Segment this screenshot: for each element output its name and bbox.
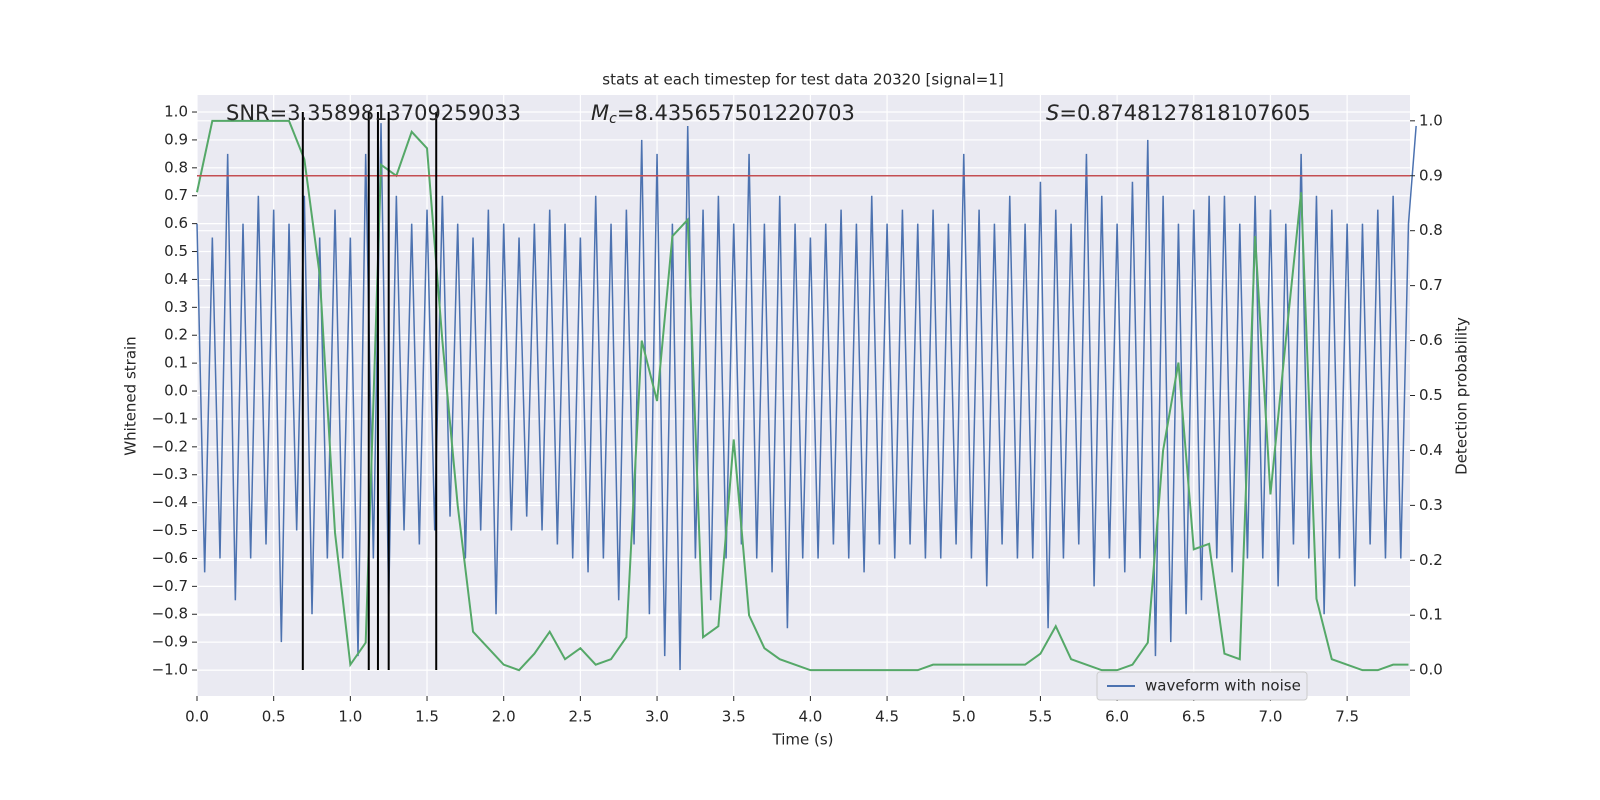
x-tick-label: 3.5 <box>722 708 746 726</box>
x-tick-label: 4.5 <box>875 708 899 726</box>
chart-title: stats at each timestep for test data 203… <box>602 71 1003 89</box>
y-tick-label: −0.1 <box>152 409 188 427</box>
x-tick-label: 5.0 <box>952 708 976 726</box>
x-tick-label: 2.0 <box>492 708 516 726</box>
y2-tick-label: 0.3 <box>1419 496 1443 514</box>
x-tick-label: 3.0 <box>645 708 669 726</box>
x-tick-label: 0.0 <box>185 708 209 726</box>
annotation-text: =8.435657501220703 <box>617 101 855 125</box>
y2-tick-label: 0.0 <box>1419 661 1443 679</box>
y2-tick-label: 0.2 <box>1419 551 1443 569</box>
y-tick-label: −0.8 <box>152 605 188 623</box>
series-line <box>196 123 1417 671</box>
y-tick-label: 0.9 <box>164 130 188 148</box>
y2-axis-label: Detection probability <box>1453 317 1471 475</box>
y-tick-label: −0.9 <box>152 633 188 651</box>
x-tick-label: 1.0 <box>338 708 362 726</box>
legend-box <box>1096 671 1308 701</box>
annotation-symbol: M <box>591 101 609 125</box>
x-tick-label: 5.5 <box>1028 708 1052 726</box>
y-tick-label: 0.1 <box>164 354 188 372</box>
y2-tick-label: 0.7 <box>1419 276 1443 294</box>
y2-tick-label: 1.0 <box>1419 111 1443 129</box>
y-tick-label: 0.6 <box>164 214 188 232</box>
y-tick-label: 0.3 <box>164 298 188 316</box>
y-tick-label: −0.5 <box>152 521 188 539</box>
x-tick-label: 1.5 <box>415 708 439 726</box>
annotation-text: =0.8748127818107605 <box>1059 101 1310 125</box>
annotation: SNR=3.3589813709259033 <box>226 101 521 125</box>
x-tick-label: 7.0 <box>1259 708 1283 726</box>
y-tick-label: 1.0 <box>164 103 188 121</box>
y-tick-label: 0.8 <box>164 158 188 176</box>
y2-tick-label: 0.4 <box>1419 441 1443 459</box>
x-tick-label: 4.0 <box>798 708 822 726</box>
y-tick-label: −1.0 <box>152 661 188 679</box>
legend-label: waveform with noise <box>1145 677 1301 695</box>
y-tick-label: −0.6 <box>152 549 188 567</box>
y-axis-label: Whitened strain <box>122 336 140 455</box>
y-tick-label: −0.2 <box>152 437 188 455</box>
y2-tick-label: 0.1 <box>1419 606 1443 624</box>
y2-tick-label: 0.9 <box>1419 166 1443 184</box>
y-tick-label: 0.4 <box>164 270 188 288</box>
annotation: S=0.8748127818107605 <box>1046 101 1311 125</box>
y2-tick-label: 0.6 <box>1419 331 1443 349</box>
annotation-subscript: c <box>609 111 617 127</box>
y-tick-label: −0.4 <box>152 493 188 511</box>
x-axis-label: Time (s) <box>772 731 834 749</box>
y-tick-label: 0.2 <box>164 326 188 344</box>
y-tick-label: 0.5 <box>164 242 188 260</box>
x-tick-label: 6.0 <box>1105 708 1129 726</box>
y-tick-label: 0.7 <box>164 186 188 204</box>
y2-tick-label: 0.8 <box>1419 221 1443 239</box>
annotation-symbol: S <box>1046 101 1059 125</box>
series-line <box>196 119 1409 672</box>
y-tick-label: 0.0 <box>164 382 188 400</box>
x-tick-label: 2.5 <box>568 708 592 726</box>
y2-tick-label: 0.5 <box>1419 386 1443 404</box>
y-tick-label: −0.3 <box>152 465 188 483</box>
annotation: Mc=8.435657501220703 <box>591 101 855 127</box>
marks <box>196 112 1417 672</box>
x-tick-label: 6.5 <box>1182 708 1206 726</box>
y-tick-label: −0.7 <box>152 577 188 595</box>
x-tick-label: 0.5 <box>262 708 286 726</box>
x-tick-label: 7.5 <box>1335 708 1359 726</box>
